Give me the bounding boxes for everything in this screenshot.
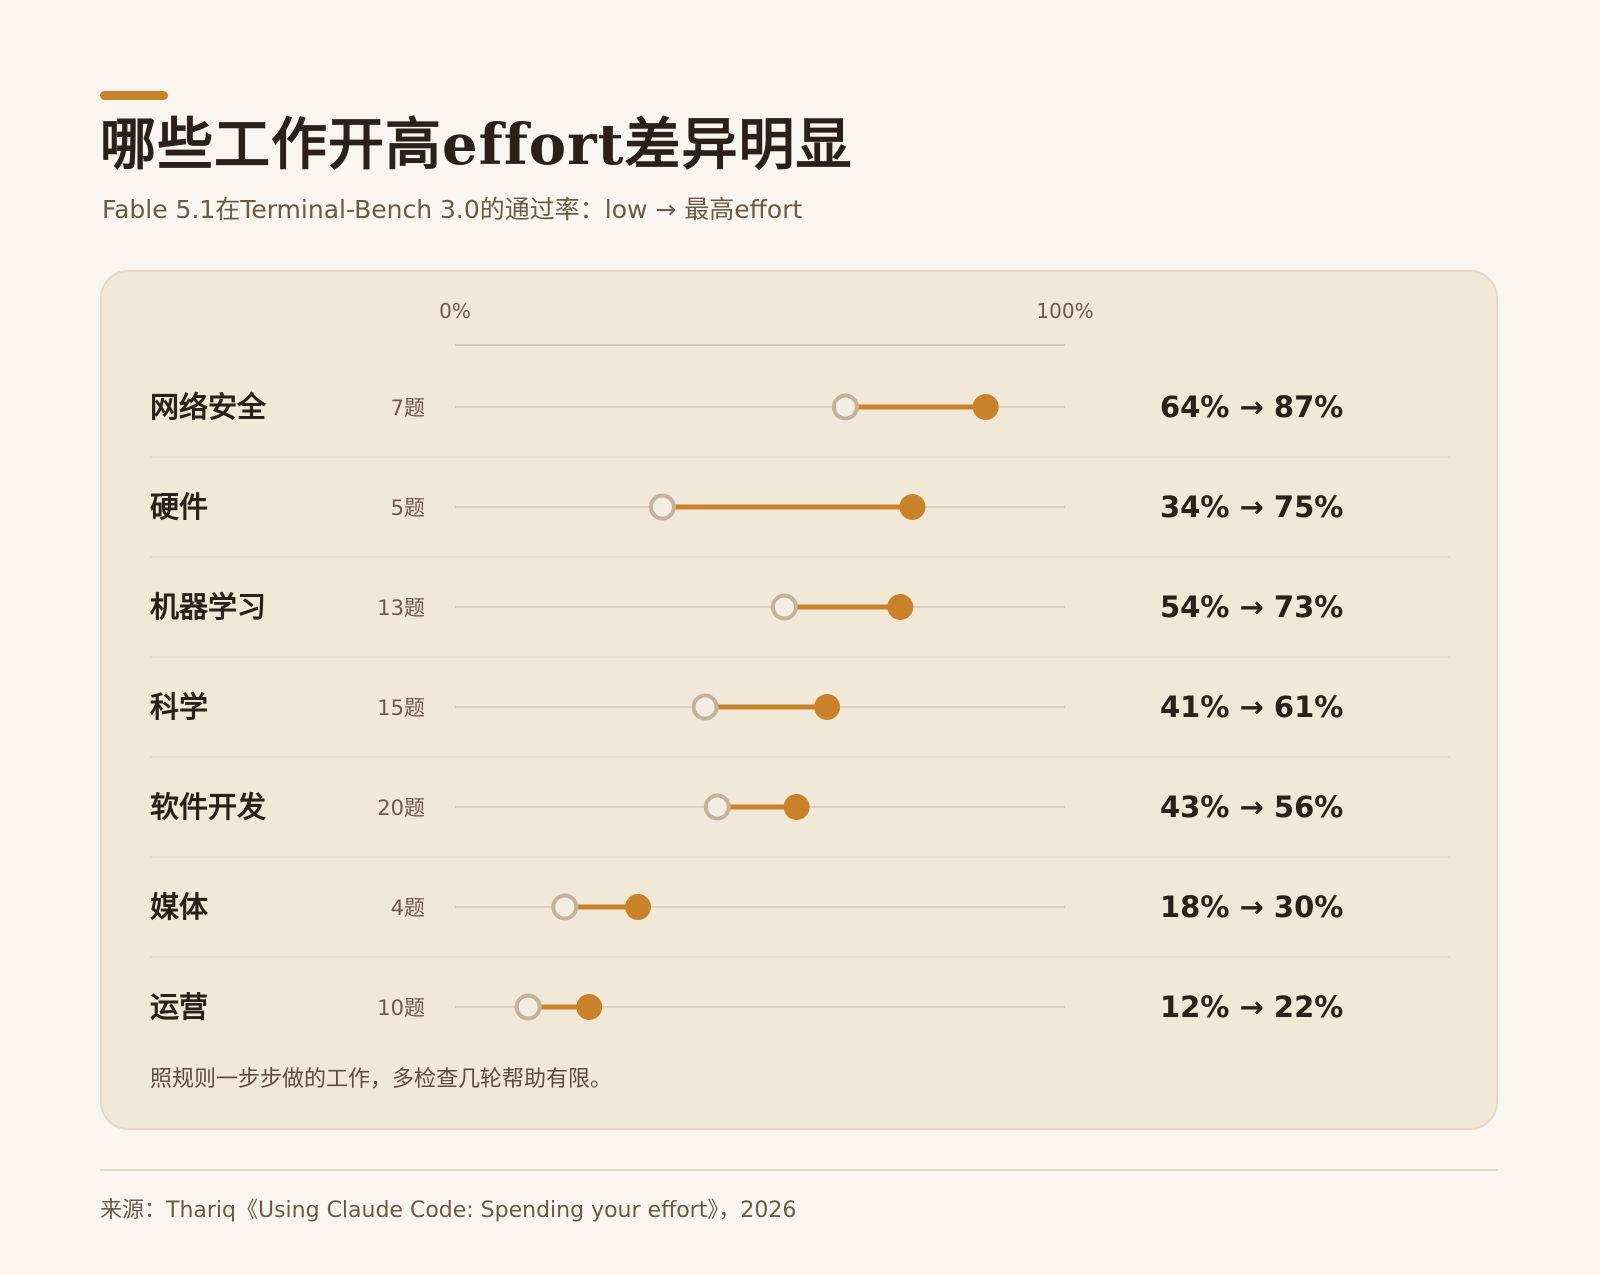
count-label: 10题 xyxy=(377,996,425,1020)
high-marker xyxy=(625,894,651,920)
count-label: 13题 xyxy=(377,596,425,620)
count-label: 4题 xyxy=(391,896,425,920)
axis-max-label: 100% xyxy=(1036,299,1093,323)
page-subtitle: Fable 5.1在Terminal-Bench 3.0的通过率：low → 最… xyxy=(102,195,803,224)
count-label: 20题 xyxy=(377,796,425,820)
category-label: 科学 xyxy=(150,690,208,724)
low-marker xyxy=(770,593,798,621)
low-marker xyxy=(831,393,859,421)
low-marker xyxy=(514,993,542,1021)
high-marker xyxy=(887,594,914,620)
count-label: 7题 xyxy=(391,396,425,420)
value-label: 43% → 56% xyxy=(1160,790,1343,824)
value-label: 41% → 61% xyxy=(1160,690,1343,724)
high-marker xyxy=(783,794,810,820)
low-marker xyxy=(691,693,719,721)
count-label: 5题 xyxy=(391,496,425,520)
title-accent-bar xyxy=(100,91,168,100)
count-label: 15题 xyxy=(377,696,425,720)
chart-note: 照规则一步步做的工作，多检查几轮帮助有限。 xyxy=(150,1067,613,1092)
value-label: 64% → 87% xyxy=(1160,390,1343,424)
page-title: 哪些工作开高effort差异明显 xyxy=(100,112,853,178)
high-marker xyxy=(814,694,841,720)
value-label: 54% → 73% xyxy=(1160,590,1343,624)
chart-panel xyxy=(100,270,1498,1130)
category-label: 媒体 xyxy=(150,890,209,924)
low-marker xyxy=(703,793,731,821)
value-label: 34% → 75% xyxy=(1160,490,1343,524)
value-label: 12% → 22% xyxy=(1160,990,1343,1024)
low-marker xyxy=(551,893,579,921)
category-label: 软件开发 xyxy=(150,790,266,824)
category-label: 网络安全 xyxy=(150,390,267,424)
high-marker xyxy=(899,494,926,520)
axis-min-label: 0% xyxy=(439,299,471,323)
high-marker xyxy=(972,394,999,420)
category-label: 机器学习 xyxy=(150,590,266,624)
footer-divider xyxy=(100,1169,1498,1171)
category-label: 硬件 xyxy=(150,490,208,524)
source-credit: 来源：Thariq《Using Claude Code: Spending yo… xyxy=(100,1198,797,1223)
value-label: 18% → 30% xyxy=(1160,890,1343,924)
low-marker xyxy=(648,493,676,521)
category-label: 运营 xyxy=(150,990,208,1024)
high-marker xyxy=(576,994,603,1020)
